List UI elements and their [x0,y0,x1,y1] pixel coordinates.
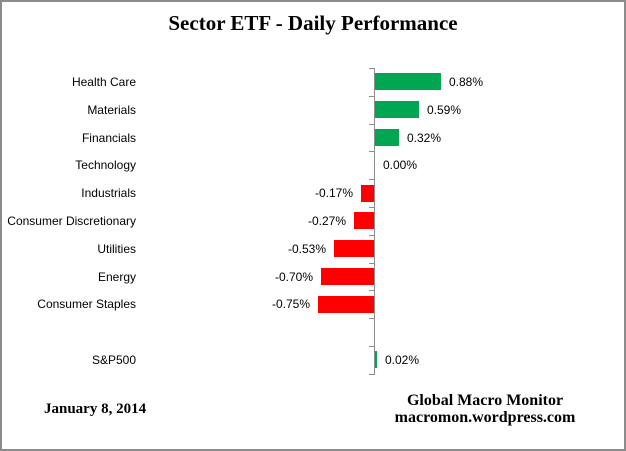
value-label: 0.59% [427,102,462,117]
value-label: 0.88% [449,74,484,89]
category-label: Materials [87,102,136,117]
value-label: -0.75% [271,297,310,312]
bar [375,129,399,146]
axis-tick [369,95,375,97]
category-label: Financials [81,130,136,145]
category-label: S&P500 [91,352,136,367]
source-url: macromon.wordpress.com [394,409,576,426]
value-label: 0.32% [407,130,442,145]
category-label: Utilities [97,241,136,256]
axis-tick [369,346,375,347]
value-label: 0.02% [385,352,420,367]
category-label: Consumer Staples [37,297,136,312]
axis-tick [369,207,375,208]
source-attribution: Global Macro Monitor macromon.wordpress.… [374,392,596,426]
value-label: 0.00% [383,158,418,173]
source-name: Global Macro Monitor [406,392,564,409]
axis-tick [369,234,375,236]
axis-tick [369,151,375,153]
value-label: -0.17% [314,186,353,201]
axis-tick [369,123,375,125]
date-label: January 8, 2014 [44,401,147,417]
axis-tick [369,373,375,375]
bar [354,212,374,230]
category-label: Industrials [81,186,136,201]
category-label: Consumer Discretionary [7,213,136,228]
category-label: Health Care [71,74,136,89]
category-label: Energy [97,269,136,284]
bar [375,351,377,369]
value-label: -0.53% [287,241,326,256]
value-label: -0.70% [274,269,313,284]
value-label: -0.27% [307,213,346,228]
bar [375,73,441,91]
y-axis-line [374,68,375,374]
bar [334,240,374,258]
bar [361,184,374,202]
bar [321,268,374,285]
axis-tick [369,262,375,264]
axis-tick [369,68,375,69]
axis-tick [369,318,375,320]
category-label: Technology [75,158,136,173]
chart-title: Sector ETF - Daily Performance [168,11,458,35]
axis-tick [369,179,375,181]
bar [375,101,419,119]
bar [318,295,374,313]
axis-tick [369,290,375,292]
